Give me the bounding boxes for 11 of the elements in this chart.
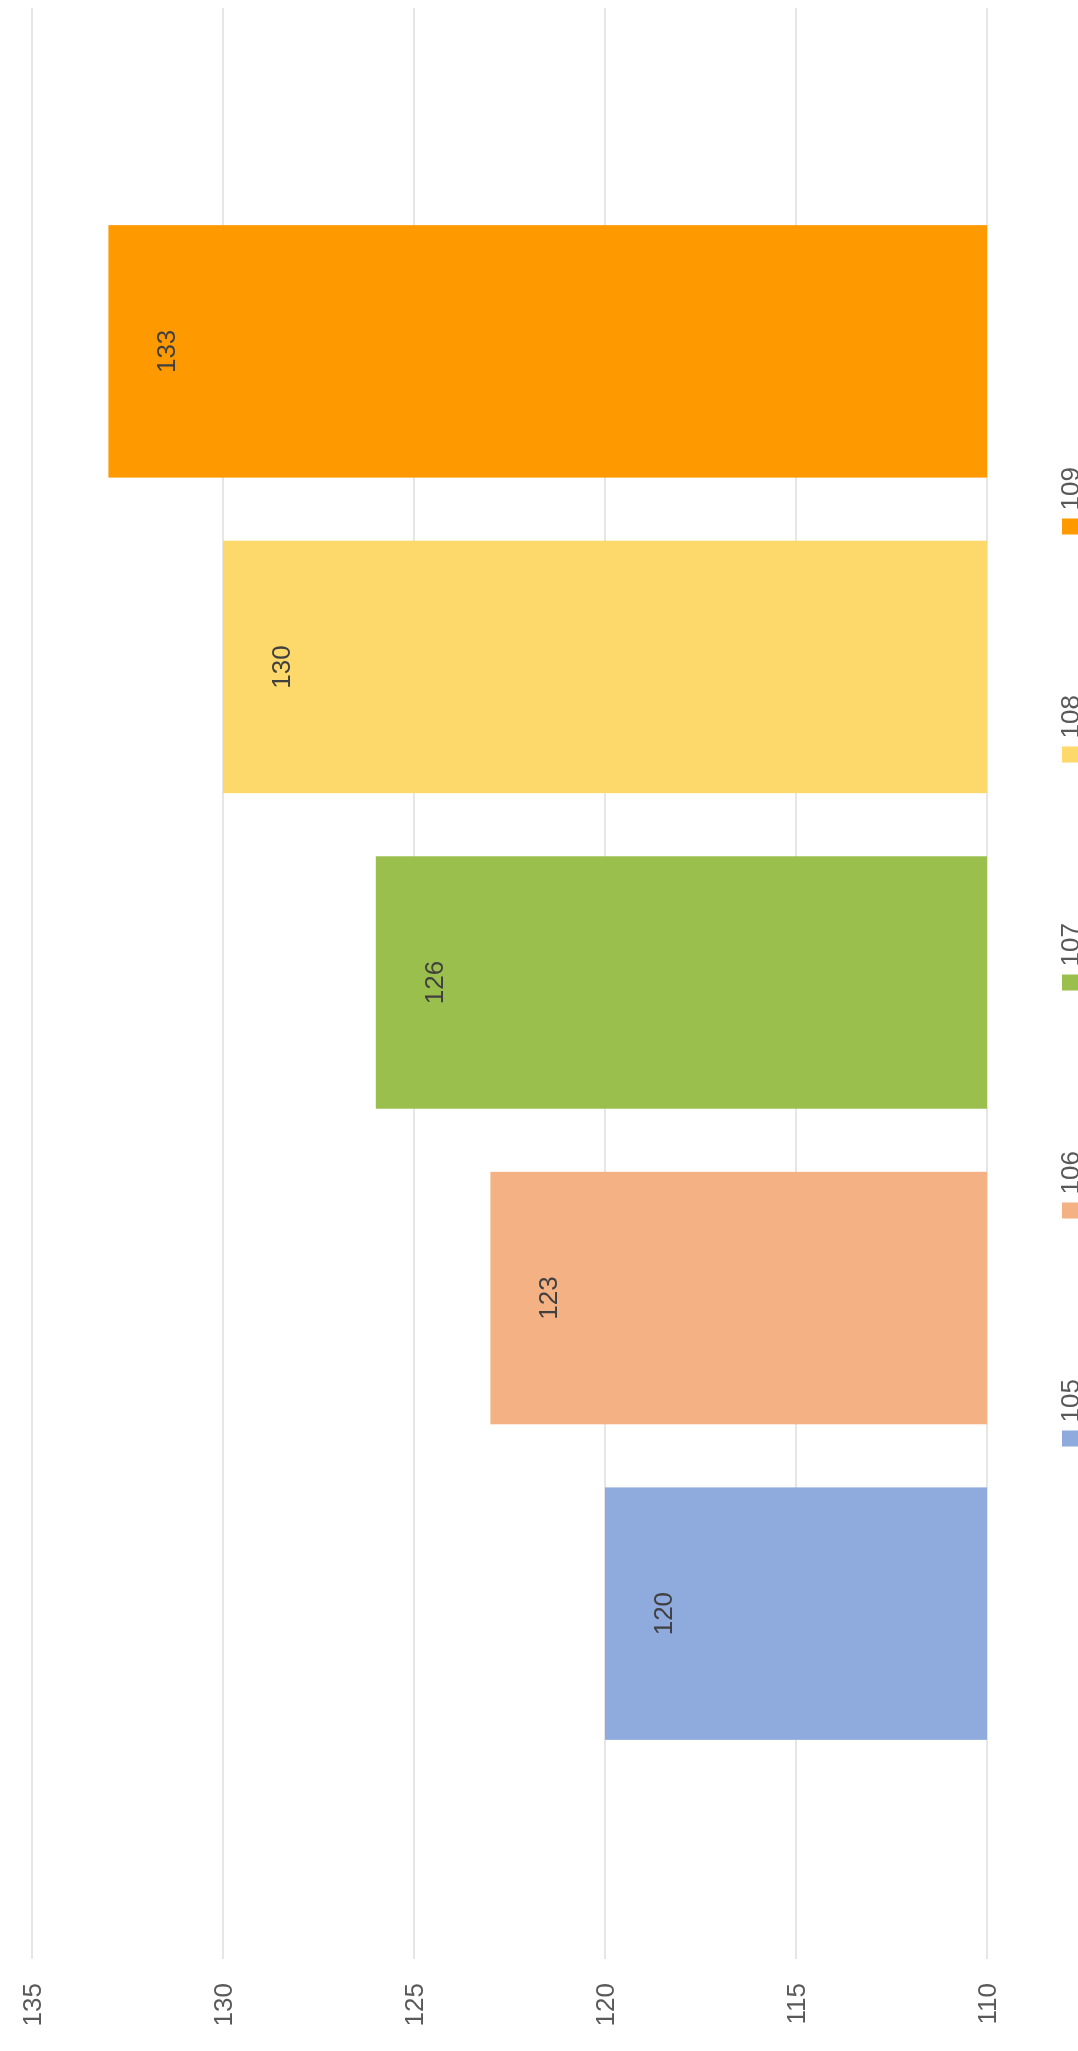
data-label: 126 — [418, 960, 449, 1005]
x-tick-label: 135 — [17, 1983, 48, 2027]
x-tick-label: 125 — [399, 1983, 430, 2027]
data-label: 120 — [648, 1591, 679, 1636]
data-label: 123 — [533, 1276, 564, 1320]
data-label: 130 — [266, 645, 297, 689]
x-tick-label: 115 — [781, 1983, 812, 2025]
data-label: 133 — [151, 329, 182, 374]
x-tick-label: 110 — [972, 1983, 1003, 2025]
x-tick-label: 120 — [590, 1983, 621, 2027]
x-tick-label: 130 — [208, 1983, 239, 2027]
